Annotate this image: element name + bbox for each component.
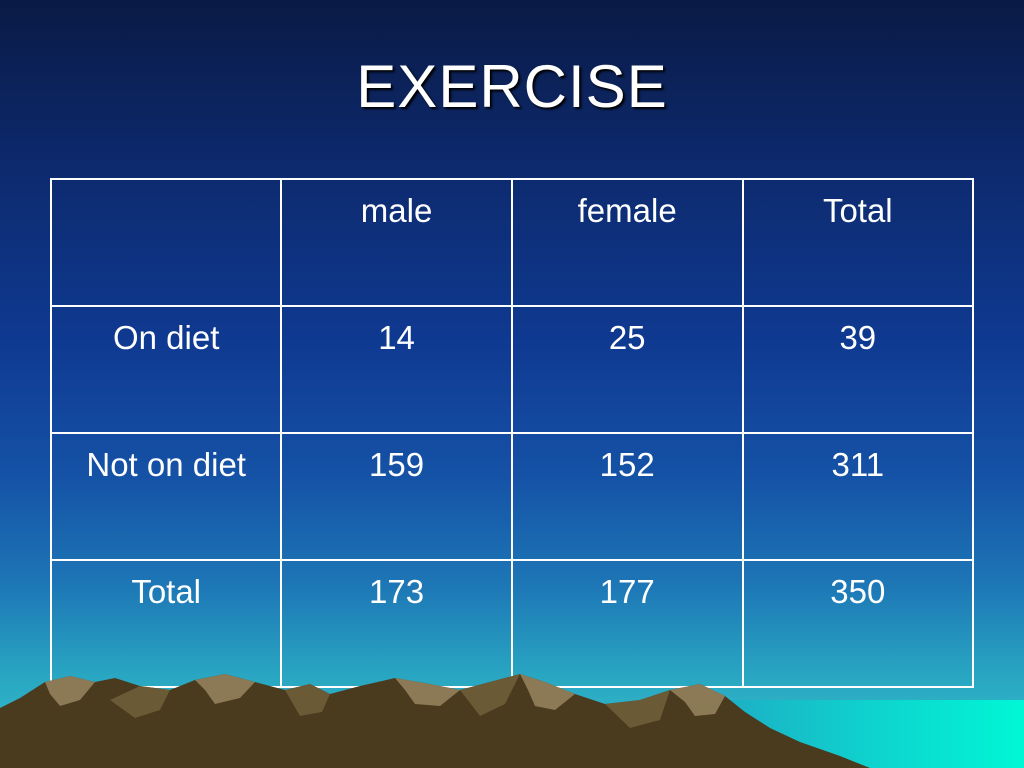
header-cell-male: male (280, 178, 513, 307)
mountain-range-illustration (0, 674, 1024, 768)
table-cell: 311 (741, 432, 975, 561)
table-cell: 25 (510, 305, 744, 434)
table-cell: 350 (741, 559, 975, 688)
table-cell: 177 (510, 559, 744, 688)
table-cell: 173 (280, 559, 513, 688)
table-cell: 39 (741, 305, 975, 434)
table-row: On diet 14 25 39 (49, 305, 975, 434)
header-cell-total: Total (741, 178, 975, 307)
header-cell-female: female (510, 178, 744, 307)
contingency-table: male female Total On diet 14 25 39 Not o… (49, 178, 975, 688)
row-label-not-on-diet: Not on diet (49, 432, 283, 561)
header-cell-empty (49, 178, 283, 307)
table-cell: 152 (510, 432, 744, 561)
row-label-on-diet: On diet (49, 305, 283, 434)
table-row: Not on diet 159 152 311 (49, 432, 975, 561)
table-cell: 159 (280, 432, 513, 561)
slide-title: EXERCISE (356, 53, 668, 120)
table-header-row: male female Total (49, 178, 975, 307)
mountain-light-shape (45, 674, 725, 716)
row-label-total: Total (49, 559, 283, 688)
table-row: Total 173 177 350 (49, 559, 975, 688)
table-cell: 14 (280, 305, 513, 434)
